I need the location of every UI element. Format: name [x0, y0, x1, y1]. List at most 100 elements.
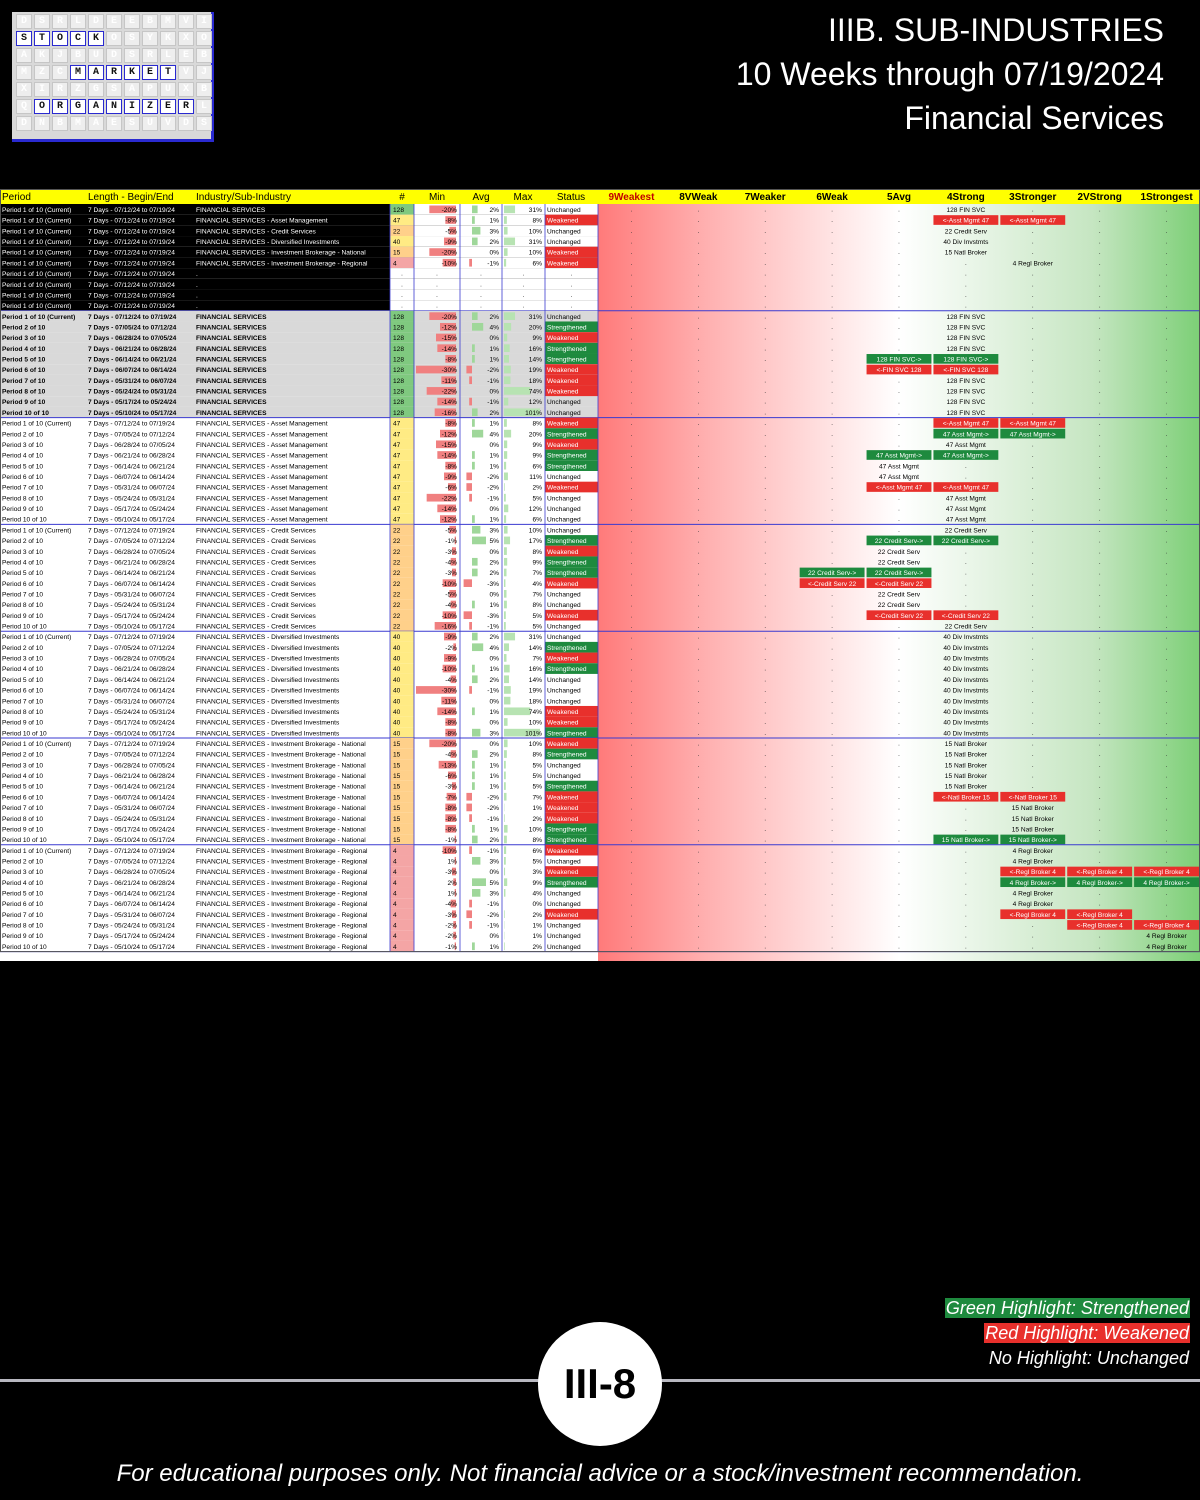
- status-highlight: [545, 342, 598, 354]
- band-dot: .: [1166, 623, 1168, 630]
- count-cell-bg: [390, 588, 414, 600]
- band-dot: .: [1099, 773, 1101, 780]
- avg-bar: [469, 686, 472, 694]
- count-value: 15: [393, 837, 401, 844]
- logo-filler-letter: S: [34, 14, 50, 29]
- band-highlight: [866, 610, 932, 621]
- band-dot: .: [697, 783, 699, 790]
- band-dot: .: [764, 580, 766, 587]
- status-text: Weakened: [547, 389, 579, 396]
- min-bar: [454, 856, 456, 865]
- status-highlight: [545, 535, 598, 546]
- band-dot: .: [764, 719, 766, 726]
- industry-label: FINANCIAL SERVICES: [196, 207, 266, 214]
- min-bar: [452, 568, 456, 577]
- min-value: -13%: [442, 762, 458, 769]
- industry-label: FINANCIAL SERVICES: [196, 314, 267, 321]
- logo-filler-letter: D: [16, 14, 32, 29]
- avg-bar: [472, 451, 475, 459]
- status-text: Unchanged: [547, 474, 581, 481]
- status-text: Weakened: [547, 869, 579, 876]
- band-dot: .: [697, 612, 699, 619]
- band-dot: .: [1032, 388, 1034, 395]
- band-label: <-Credit Serv 22: [942, 613, 991, 620]
- count-value: 40: [393, 645, 401, 652]
- header-9weakest: 9Weakest: [608, 192, 655, 203]
- avg-bar: [472, 632, 478, 641]
- avg-value: 0%: [489, 698, 499, 705]
- max-value: 7%: [532, 656, 542, 663]
- logo-filler-letter: E: [124, 14, 140, 29]
- band-dot: .: [1166, 815, 1168, 822]
- band-dot: .: [764, 559, 766, 566]
- count-value: 22: [393, 527, 401, 534]
- max-bar: [504, 504, 509, 513]
- row-bg: [0, 214, 598, 226]
- count-value: 47: [393, 506, 401, 513]
- band-dot: .: [697, 580, 699, 587]
- status-highlight: [545, 257, 598, 269]
- length-label: 7 Days - 06/21/24 to 06/28/24: [88, 773, 175, 780]
- status-text: Weakened: [547, 613, 579, 620]
- band-label: 15 Natl Broker->: [1009, 837, 1057, 844]
- avg-value: 0%: [489, 389, 499, 396]
- period-label: Period 1 of 10 (Current): [2, 250, 71, 257]
- period-label: Period 1 of 10 (Current): [2, 421, 71, 428]
- band-dot: .: [831, 602, 833, 609]
- avg-value: 0%: [489, 442, 499, 449]
- status-text: Weakened: [547, 218, 579, 225]
- logo-filler-letter: N: [34, 116, 50, 131]
- length-label: 7 Days - 07/12/24 to 07/19/24: [88, 421, 175, 428]
- industry-label: FINANCIAL SERVICES - Credit Services: [196, 559, 317, 566]
- min-bar: [450, 750, 456, 758]
- band-dot: .: [697, 815, 699, 822]
- max-bar: [504, 312, 516, 320]
- avg-value: 0%: [489, 250, 499, 257]
- max-value: 10%: [529, 250, 542, 257]
- status-text: Weakened: [547, 378, 579, 385]
- band-highlight: [933, 791, 999, 802]
- period-label: Period 5 of 10: [2, 463, 43, 470]
- min-value: -15%: [442, 442, 458, 449]
- logo-filler-letter: S: [124, 31, 140, 46]
- count-cell-bg: [390, 770, 414, 781]
- logo-letter: R: [52, 99, 68, 114]
- band-dot: .: [630, 666, 632, 673]
- band-dot: .: [697, 207, 699, 214]
- count-cell-bg: [390, 524, 414, 536]
- status-highlight: [545, 652, 598, 664]
- band-dot: .: [630, 687, 632, 694]
- band-dot: .: [1166, 399, 1168, 406]
- band-dot: .: [630, 281, 632, 288]
- status-highlight: [545, 428, 598, 439]
- band-dot: .: [898, 623, 900, 630]
- count-cell-bg: [390, 481, 414, 493]
- period-label: Period 1 of 10 (Current): [2, 303, 71, 310]
- min-bar: [444, 237, 456, 246]
- logo-filler-letter: M: [70, 116, 86, 131]
- max-value: 14%: [529, 357, 542, 364]
- status-text: Weakened: [547, 741, 579, 748]
- count-cell-bg: [390, 503, 414, 514]
- band-dot: .: [831, 249, 833, 256]
- min-bar: [416, 686, 456, 694]
- period-label: Period 9 of 10: [2, 720, 43, 727]
- logo-filler-letter: B: [70, 48, 86, 63]
- logo-filler-letter: Z: [34, 65, 50, 80]
- header-2vstrong: 2VStrong: [1077, 192, 1121, 203]
- industry-label: FINANCIAL SERVICES - Diversified Investm…: [196, 645, 340, 652]
- band-dot: .: [697, 847, 699, 854]
- band-dot: .: [1099, 644, 1101, 651]
- band-dot: .: [764, 762, 766, 769]
- band-dot: .: [1099, 719, 1101, 726]
- band-dot: .: [1099, 335, 1101, 342]
- band-dot: .: [630, 879, 632, 886]
- band-dot: .: [764, 420, 766, 427]
- length-label: 7 Days - 06/21/24 to 06/28/24: [88, 666, 175, 673]
- count-cell-bg: [390, 599, 414, 610]
- min-value: -5%: [445, 591, 457, 598]
- avg-bar: [472, 344, 475, 353]
- count-cell-bg: [390, 556, 414, 568]
- industry-label: FINANCIAL SERVICES - Investment Brokerag…: [196, 901, 368, 908]
- period-label: Period 10 of 10: [2, 624, 47, 631]
